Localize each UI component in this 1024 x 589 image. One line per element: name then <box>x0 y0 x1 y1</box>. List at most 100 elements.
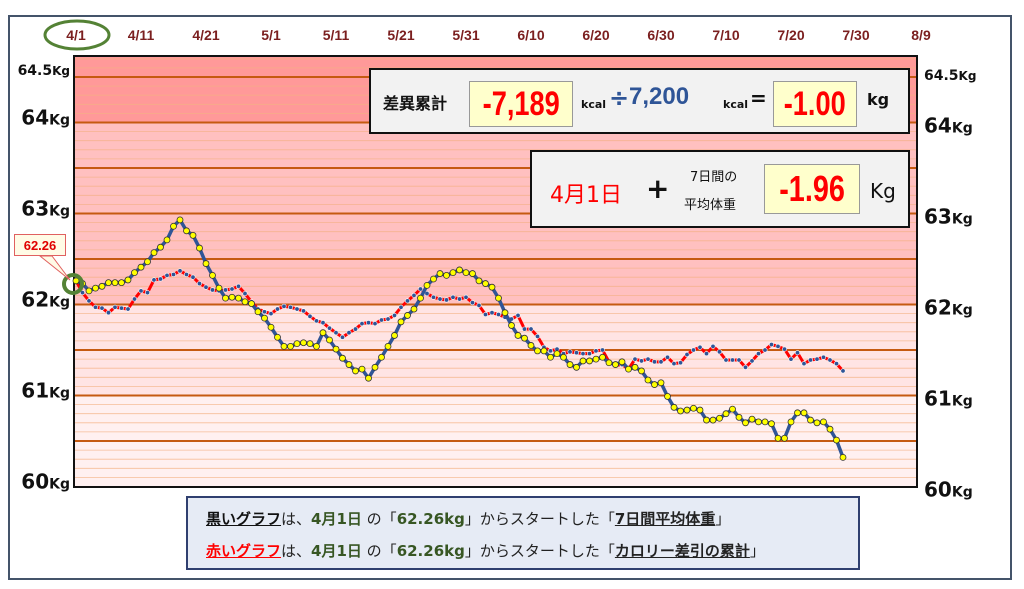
black-series-marker <box>586 357 593 365</box>
start-date-highlight-circle <box>43 19 111 51</box>
y-tick-label-left: 60Kg <box>21 470 70 494</box>
weight-change-value: -1.00 <box>773 81 857 127</box>
red-series-marker <box>138 288 144 294</box>
black-series-marker <box>235 294 242 302</box>
black-series-marker <box>527 342 535 349</box>
black-series-marker <box>404 312 411 319</box>
black-series-marker <box>352 367 359 375</box>
black-series-marker <box>300 339 307 347</box>
black-series-marker <box>599 353 606 361</box>
black-series-marker <box>800 409 808 417</box>
black-series-marker <box>625 365 632 373</box>
black-series-marker <box>228 293 236 301</box>
black-series-marker <box>735 413 743 421</box>
black-series-marker <box>826 425 834 433</box>
black-series-marker <box>781 434 788 442</box>
black-series-marker <box>92 284 99 292</box>
black-series-marker <box>761 418 769 426</box>
cumulative-kcal-value: -7,189 <box>469 81 573 127</box>
red-series-marker <box>229 286 235 292</box>
red-series-marker <box>710 343 716 349</box>
calorie-summary-box: 差異累計 -7,189 kcal ÷ 7,200 kcal = -1.00 kg <box>369 68 910 134</box>
red-series-marker <box>274 306 280 312</box>
black-series-marker <box>118 279 125 287</box>
red-series-marker <box>580 351 586 357</box>
red-series-marker <box>671 361 677 367</box>
legend-black-target: 7日間平均体重 <box>614 510 716 528</box>
red-series-marker <box>385 316 391 322</box>
red-series-marker <box>339 334 345 340</box>
black-series-marker <box>729 405 736 413</box>
red-series-marker <box>586 351 592 357</box>
red-series-marker <box>411 292 417 298</box>
black-series-marker <box>378 353 385 361</box>
red-series-marker <box>359 321 365 327</box>
average-weight-box: 4月1日 + 7日間の 平均体重 -1.96 Kg <box>530 150 910 228</box>
red-series-marker <box>197 281 203 287</box>
x-tick-label: 5/31 <box>452 27 479 43</box>
x-tick-label: 4/11 <box>128 27 155 43</box>
red-series-marker <box>469 300 475 306</box>
black-series-marker <box>566 361 574 368</box>
red-series-marker <box>697 344 703 350</box>
black-series-marker <box>124 276 132 284</box>
black-series-marker <box>391 332 398 339</box>
red-series-marker <box>489 310 495 316</box>
black-series-marker <box>410 305 418 313</box>
black-series-marker <box>449 269 457 277</box>
black-series-marker <box>163 236 171 244</box>
red-series-marker <box>820 354 826 360</box>
y-tick-label-left: 64.5Kg <box>18 63 70 79</box>
red-series-marker <box>430 294 436 300</box>
x-tick-label: 5/11 <box>323 27 350 43</box>
red-series-marker <box>190 274 196 280</box>
red-series-marker <box>391 312 397 318</box>
legend-red-target: カロリー差引の累計 <box>614 542 750 560</box>
red-series-marker <box>690 347 696 353</box>
black-series-marker <box>358 365 366 373</box>
black-series-marker <box>222 294 229 302</box>
black-series-marker <box>137 263 145 271</box>
black-series-marker <box>833 436 840 444</box>
start-date-label: 4月1日 <box>550 183 622 208</box>
black-series-marker <box>670 403 678 411</box>
red-series-marker <box>171 271 177 277</box>
x-tick-label: 7/10 <box>712 27 739 43</box>
red-series-marker <box>223 287 229 293</box>
red-series-marker <box>365 320 371 326</box>
black-series-marker <box>664 393 671 400</box>
black-series-marker <box>254 308 262 316</box>
seven-day-label-line1: 7日間の <box>690 170 738 185</box>
red-series-marker <box>352 326 358 332</box>
y-tick-label-left: 62Kg <box>21 288 70 312</box>
y-tick-label-left: 63Kg <box>21 197 70 221</box>
x-tick-label: 4/1 <box>66 27 86 43</box>
black-series-marker <box>820 418 827 426</box>
x-tick-label: 6/10 <box>517 27 544 43</box>
seven-day-label-line2: 平均体重 <box>684 198 737 213</box>
black-series-marker <box>488 283 496 291</box>
red-series-marker <box>450 294 456 300</box>
black-series-marker <box>605 359 613 367</box>
black-series-marker <box>631 363 639 371</box>
black-series-marker <box>326 336 333 344</box>
red-series-marker <box>677 360 683 366</box>
red-series-marker <box>567 349 573 355</box>
red-series-marker <box>145 290 151 296</box>
kcal-unit-label-2: kcal <box>723 98 749 111</box>
black-series-marker <box>319 329 327 337</box>
black-series-marker <box>170 222 177 230</box>
black-series-marker <box>521 334 528 342</box>
black-series-marker <box>683 406 691 414</box>
red-series-marker <box>573 350 579 356</box>
red-series-marker <box>775 343 781 349</box>
red-series-marker <box>203 284 209 290</box>
red-series-marker <box>749 358 755 364</box>
black-series-marker <box>183 227 190 235</box>
black-series-marker <box>436 270 444 277</box>
black-series-marker <box>196 244 203 252</box>
red-series-marker <box>86 298 92 304</box>
y-tick-label-right: 60Kg <box>924 478 973 502</box>
black-series-marker <box>794 409 801 417</box>
